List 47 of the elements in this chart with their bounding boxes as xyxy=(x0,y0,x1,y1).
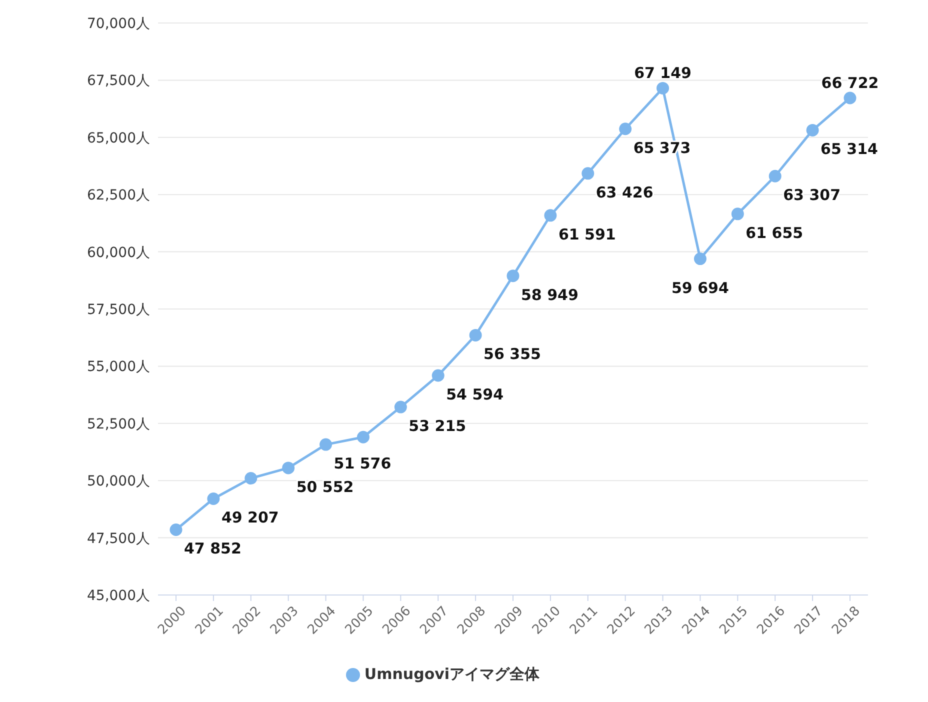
point xyxy=(320,438,332,451)
data-label: 47 852 xyxy=(184,540,242,558)
point xyxy=(731,208,744,220)
legend-label: Umnugoviアイマグ全体 xyxy=(364,665,540,683)
point xyxy=(356,430,370,444)
y-tick-label: 65,000人 xyxy=(87,130,150,146)
data-label: 49 207 xyxy=(221,508,279,527)
y-tick-label: 55,000人 xyxy=(87,359,150,376)
data-label: 58 949 xyxy=(521,286,578,304)
y-tick-label: 60,000人 xyxy=(87,244,150,261)
y-tick-label: 62,500人 xyxy=(87,188,150,204)
data-label: 59 694 xyxy=(672,278,729,297)
y-tick-label: 57,500人 xyxy=(87,302,150,318)
data-label: 50 552 xyxy=(296,478,354,496)
y-tick-label: 67,500人 xyxy=(87,73,150,90)
y-tick-label: 52,500人 xyxy=(87,416,150,432)
point xyxy=(694,252,706,266)
data-label: 61 655 xyxy=(746,224,804,242)
point xyxy=(207,492,220,505)
point xyxy=(844,92,856,104)
data-label: 63 307 xyxy=(783,186,841,204)
data-label: 66 722 xyxy=(821,74,879,92)
point xyxy=(582,167,594,180)
point xyxy=(469,328,482,342)
data-label: 67 149 xyxy=(634,64,692,82)
point xyxy=(768,170,782,182)
y-tick-label: 47,500人 xyxy=(87,530,150,547)
data-label: 65 314 xyxy=(820,140,878,158)
point xyxy=(282,462,295,474)
data-label: 61 591 xyxy=(558,225,616,244)
data-label: 51 576 xyxy=(334,454,392,473)
point xyxy=(432,369,444,382)
data-label: 53 215 xyxy=(408,417,466,436)
data-label: 63 426 xyxy=(596,183,654,202)
data-label: 54 594 xyxy=(446,385,504,404)
point xyxy=(244,472,258,485)
point xyxy=(806,124,819,136)
data-label: 56 355 xyxy=(484,345,541,364)
point xyxy=(544,209,557,222)
point xyxy=(619,122,632,136)
point xyxy=(506,270,520,282)
point xyxy=(394,400,407,414)
y-tick-label: 50,000人 xyxy=(87,474,150,490)
y-tick-label: 70,000人 xyxy=(87,16,150,32)
point xyxy=(170,523,182,536)
point xyxy=(656,82,670,94)
y-tick-label: 45,000人 xyxy=(87,588,150,604)
